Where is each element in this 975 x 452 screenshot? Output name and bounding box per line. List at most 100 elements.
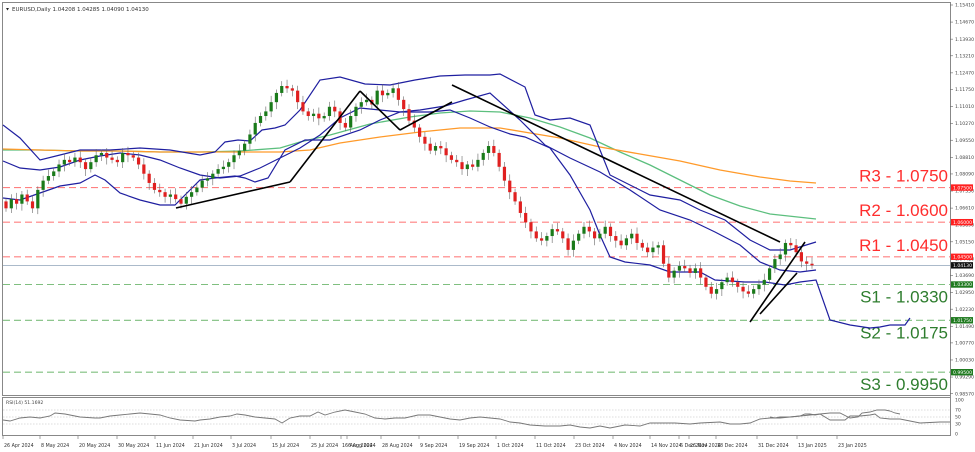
price-tags: 1.07500 1.06000 1.04500 1.04130 1.03300 1.017…	[951, 184, 973, 376]
trendline-5	[451, 84, 781, 243]
bull-candle	[46, 176, 51, 181]
date-axis-label: 25 Jul 2024	[311, 443, 338, 449]
bull-candle	[386, 92, 390, 96]
bear-candle	[136, 157, 141, 165]
bear-candle	[614, 236, 618, 241]
level-label-s3: S3 - 0.9950	[860, 375, 948, 394]
rsi-axis-label: 70	[955, 408, 961, 414]
level-label-s2: S2 - 1.0175	[860, 323, 948, 342]
bear-candle	[407, 109, 411, 121]
date-axis-label: 14 Nov 2024	[651, 443, 682, 449]
bull-candle	[603, 226, 607, 234]
bear-candle	[518, 201, 522, 213]
price-tag-value: 1.04130	[953, 263, 972, 269]
bull-candle	[280, 86, 284, 93]
bear-candle	[746, 291, 750, 294]
trendline-3	[359, 90, 401, 131]
bear-candle	[460, 162, 464, 170]
bear-candle	[439, 146, 443, 149]
bear-candle	[794, 245, 798, 253]
bear-candle	[502, 166, 507, 181]
candlestick-series	[4, 79, 814, 300]
bull-candle	[243, 143, 247, 151]
bear-candle	[566, 238, 570, 250]
level-label-s1: S1 - 1.0330	[860, 287, 948, 306]
price-axis-label: 1.08090	[955, 172, 974, 178]
bear-candle	[147, 173, 151, 183]
bear-candle	[529, 222, 533, 232]
price-tag-resistance	[951, 253, 973, 261]
chart-title: EURUSD,Daily 1.04208 1.04285 1.04090 1.0…	[6, 7, 149, 13]
bear-candle	[471, 164, 475, 167]
bear-candle	[317, 113, 321, 119]
bear-candle	[555, 229, 560, 232]
dropdown-triangle-icon[interactable]	[6, 8, 9, 11]
bull-candle	[752, 289, 756, 294]
date-axis-label: 6 Dec 2024	[680, 443, 708, 449]
bear-candle	[455, 159, 459, 163]
symbol-ohlc-text: EURUSD,Daily 1.04208 1.04285 1.04090 1.0…	[12, 7, 149, 13]
bear-candle	[142, 164, 146, 174]
bull-candle	[577, 233, 581, 241]
bull-candle	[624, 238, 629, 246]
bear-candle	[105, 152, 109, 158]
bull-candle	[9, 199, 13, 209]
bull-candle	[94, 155, 98, 163]
bull-candle	[693, 268, 697, 273]
price-axis-label: 1.11750	[955, 87, 974, 93]
bull-candle	[571, 240, 575, 250]
bull-candle	[221, 166, 226, 170]
bear-candle	[704, 277, 708, 287]
date-axis-label: 13 Jan 2025	[798, 443, 827, 449]
bear-candle	[635, 233, 639, 243]
bear-candle	[25, 194, 29, 202]
price-axis-label: 1.14670	[955, 20, 974, 26]
date-axis-label: 16 Aug 2024	[342, 443, 373, 449]
bull-candle	[99, 152, 104, 156]
rsi-axis-label: 100	[955, 398, 964, 404]
date-axis-label: 28 Aug 2024	[382, 443, 413, 449]
date-axis-label: 9 Sep 2024	[420, 443, 447, 449]
price-axis-label: 1.03690	[955, 273, 974, 279]
bear-candle	[290, 88, 294, 91]
bull-candle	[486, 146, 491, 153]
bull-candle	[41, 180, 45, 190]
bear-candle	[83, 162, 88, 170]
bull-candle	[52, 171, 56, 177]
price-tag-resistance	[951, 184, 973, 191]
bull-candle	[354, 106, 358, 117]
bear-candle	[30, 201, 35, 209]
date-axis-label: 6 Aug 2024	[348, 443, 376, 449]
bull-candle	[311, 113, 316, 117]
bear-candle	[158, 189, 162, 193]
date-axis-label: 19 Sep 2024	[459, 443, 489, 449]
bull-candle	[359, 102, 363, 107]
date-axis: 26 Apr 2024 8 May 2024 20 May 2024 30 May 2…	[2, 436, 867, 449]
date-axis-label: 26 Apr 2024	[4, 443, 34, 449]
main-plot-frame	[2, 2, 951, 396]
bear-candle	[78, 157, 82, 163]
bull-candle	[211, 173, 215, 179]
bull-candle	[237, 150, 241, 156]
bull-candle	[778, 254, 782, 260]
bear-candle	[412, 120, 416, 128]
bull-candle	[476, 159, 480, 167]
rsi-axis-label: 0	[955, 432, 958, 438]
date-axis-label: 8 May 2024	[41, 443, 69, 449]
bull-candle	[545, 236, 549, 241]
bull-candle	[269, 102, 273, 112]
bull-candle	[189, 192, 194, 197]
date-axis-label: 26 Nov 2024	[690, 443, 721, 449]
date-axis-label: 3 Jul 2024	[232, 443, 256, 449]
bear-candle	[402, 99, 406, 110]
date-axis-label: 21 Jun 2024	[194, 443, 223, 449]
trendline-2	[289, 90, 361, 183]
date-axis-label: 23 Jan 2025	[838, 443, 867, 449]
price-axis-label: 1.13210	[955, 53, 974, 59]
bull-candle	[200, 180, 204, 188]
price-axis-label: 1.06610	[955, 206, 974, 212]
price-tag-resistance	[951, 218, 973, 226]
bull-candle	[757, 284, 761, 290]
bull-candle	[783, 242, 788, 255]
